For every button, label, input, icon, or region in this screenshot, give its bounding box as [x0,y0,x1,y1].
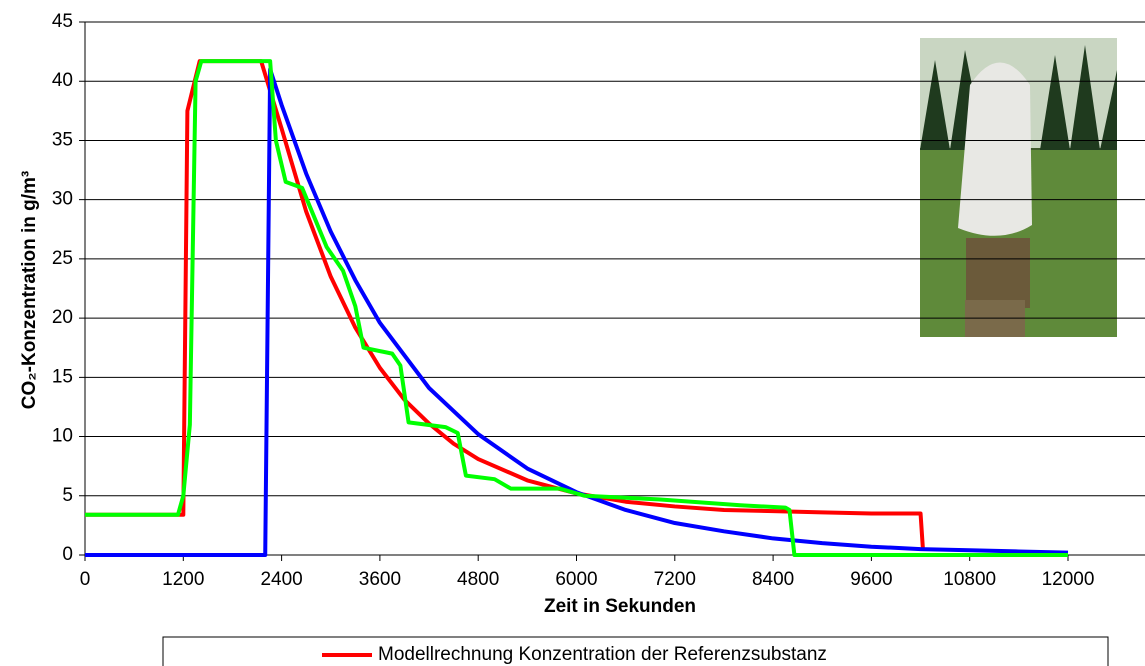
x-tick-label: 8400 [752,569,794,590]
x-tick-label: 7200 [654,569,696,590]
y-tick-label: 10 [52,426,73,447]
x-tick-label: 2400 [260,569,302,590]
y-tick-label: 5 [62,485,73,506]
series-line [85,59,1068,557]
x-tick-label: 12000 [1042,569,1095,590]
series-line [85,67,1069,557]
y-tick-label: 0 [62,544,73,565]
y-tick-label: 25 [52,248,73,269]
x-tick-label: 0 [80,569,91,590]
series-line [85,59,926,551]
legend-label: Modellrechnung Konzentration der Referen… [378,644,827,665]
legend-box [162,636,1109,666]
x-tick-label: 1200 [162,569,204,590]
x-tick-label: 10800 [943,569,996,590]
x-tick-label: 4800 [457,569,499,590]
x-tick-label: 9600 [850,569,892,590]
y-axis-title: CO₂-Konzentration in g/m³ [19,171,40,410]
photo [920,38,1117,337]
x-tick-label: 6000 [555,569,597,590]
y-tick-label: 15 [52,366,73,387]
y-tick-label: 40 [52,70,73,91]
y-tick-label: 35 [52,129,73,150]
y-tick-label: 30 [52,189,73,210]
x-axis-title: Zeit in Sekunden [544,596,696,617]
y-tick-label: 20 [52,307,73,328]
y-tick-label: 45 [52,11,73,32]
x-tick-label: 3600 [359,569,401,590]
